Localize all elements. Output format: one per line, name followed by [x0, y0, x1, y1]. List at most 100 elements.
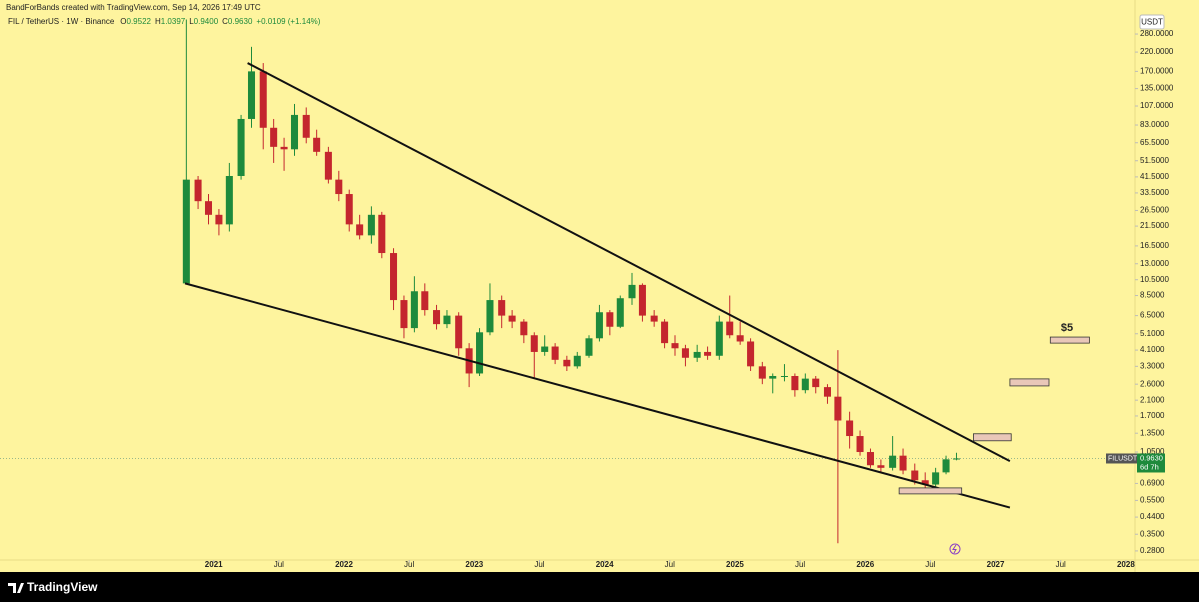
candle-body	[681, 348, 689, 358]
candle-body	[812, 378, 820, 388]
candle-body	[661, 321, 669, 344]
candle-body	[194, 179, 202, 202]
candle-body	[616, 298, 624, 327]
x-tick-label: 2023	[465, 560, 483, 569]
candle-body	[856, 436, 864, 453]
y-tick-label: 1.0500	[1140, 447, 1165, 456]
y-tick-label: 0.4400	[1140, 512, 1165, 521]
candle-body	[650, 315, 658, 322]
y-tick-label: 8.5000	[1140, 291, 1165, 300]
candle-body	[921, 480, 929, 485]
candle-body	[433, 310, 441, 325]
y-tick-label: 2.1000	[1140, 395, 1165, 404]
candle-body	[899, 455, 907, 471]
candle-body	[726, 321, 734, 336]
candle-body	[324, 151, 332, 180]
candle-body	[390, 253, 398, 301]
candle-body	[704, 351, 712, 356]
candle-body	[443, 315, 451, 325]
candle-body	[932, 472, 940, 485]
stat-label: L	[189, 17, 194, 26]
candle-body	[356, 224, 364, 236]
x-tick-label: 2022	[335, 560, 353, 569]
stat-value: 0.9630	[228, 17, 253, 26]
symbol-label: FILUSDT	[1108, 455, 1138, 462]
candle-body	[530, 335, 538, 352]
candle-body	[585, 338, 593, 356]
candle-body	[410, 291, 418, 329]
candle-body	[204, 201, 213, 215]
candle-body	[671, 343, 679, 349]
candle-body	[551, 346, 559, 360]
candle-body	[313, 137, 321, 152]
stat-value: 1.0397	[161, 17, 186, 26]
x-tick-label: 2026	[856, 560, 874, 569]
stat-label: C	[222, 17, 228, 26]
candle-body	[247, 71, 256, 119]
candle-body	[563, 359, 571, 367]
candle-body	[270, 127, 278, 147]
candle-body	[846, 420, 854, 437]
y-tick-label: 0.3500	[1140, 529, 1165, 538]
footer	[0, 572, 1199, 602]
candle-body	[541, 346, 549, 352]
alert-icon[interactable]	[949, 543, 961, 555]
x-tick-label: Jul	[534, 560, 544, 569]
y-tick-label: 21.5000	[1140, 221, 1169, 230]
candle-body	[508, 315, 516, 322]
candle-body	[345, 194, 353, 225]
x-tick-label: Jul	[1056, 560, 1066, 569]
candle-body	[628, 284, 636, 299]
candle-body	[877, 465, 885, 468]
candle-body	[486, 300, 494, 333]
candle-body	[715, 321, 723, 356]
target-zone	[1009, 378, 1050, 387]
candle-body	[290, 114, 299, 150]
candle-body	[595, 312, 603, 339]
y-tick-label: 0.5500	[1140, 496, 1165, 505]
price-box	[1137, 453, 1165, 473]
stat-label: O	[120, 17, 126, 26]
candle-body	[952, 458, 960, 460]
candle-body	[791, 376, 799, 391]
y-tick-label: 3.3000	[1140, 361, 1165, 370]
y-tick-label: 51.5000	[1140, 156, 1169, 165]
currency: USDT	[1141, 18, 1163, 27]
candle-body	[476, 332, 484, 374]
candle-body	[225, 175, 233, 225]
trend-line	[184, 282, 1011, 509]
candle-body	[421, 291, 429, 311]
logo: TradingView	[8, 580, 98, 594]
x-tick-label: 2028	[1117, 560, 1135, 569]
y-tick-label: 13.0000	[1140, 259, 1169, 268]
candle-body	[215, 214, 223, 225]
x-tick-label: Jul	[925, 560, 935, 569]
candle-body	[780, 376, 788, 378]
candle-body	[259, 71, 267, 128]
background	[0, 0, 1199, 572]
candle-body	[834, 396, 842, 421]
y-tick-label: 10.5000	[1140, 275, 1169, 284]
x-tick-label: Jul	[665, 560, 675, 569]
y-tick-label: 107.0000	[1140, 101, 1174, 110]
candle-body	[378, 214, 386, 254]
x-tick-label: 2025	[726, 560, 744, 569]
candle-body	[302, 114, 310, 138]
target-zone	[973, 433, 1012, 442]
price-label: 0.9630	[1140, 453, 1163, 462]
x-tick-label: 2024	[596, 560, 614, 569]
candle-body	[182, 179, 190, 284]
candle-body	[520, 321, 528, 336]
candle-body	[638, 284, 646, 316]
brand: TradingView	[27, 580, 98, 594]
candle-body	[693, 351, 701, 358]
y-tick-label: 170.0000	[1140, 66, 1174, 75]
candle-body	[736, 335, 744, 342]
change: +0.0109 (+1.14%)	[256, 17, 320, 26]
target-zone	[898, 487, 963, 495]
candle-body	[455, 315, 463, 349]
candle-body	[747, 341, 755, 367]
candle-body	[889, 455, 897, 468]
y-tick-label: 16.5000	[1140, 241, 1169, 250]
